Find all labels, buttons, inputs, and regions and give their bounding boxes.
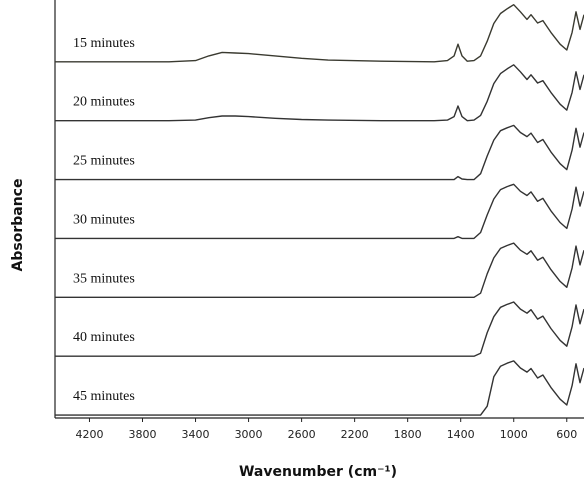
x-axis-title: Wavenumber (cm⁻¹) [239,464,397,480]
spectrum-line [55,183,584,240]
x-tick-label: 3800 [129,428,157,441]
series-label: 40 minutes [73,330,135,345]
series-label: 15 minutes [73,36,135,51]
spectrum-line [55,360,584,416]
series-label: 45 minutes [73,389,135,404]
series-label: 30 minutes [73,212,135,227]
y-axis-title: Absorbance [10,179,26,272]
x-tick-label: 3000 [235,428,263,441]
spectrum-line [55,64,584,122]
x-tick-label: 4200 [75,428,103,441]
spectrum-line [55,301,584,357]
series-label: 35 minutes [73,271,135,286]
series-label: 25 minutes [73,154,135,169]
x-tick-label: 600 [556,428,577,441]
x-tick-label: 1000 [500,428,528,441]
x-tick-label: 3400 [182,428,210,441]
spectrum-line [55,4,584,63]
spectrum-line [55,242,584,298]
x-tick-label: 1800 [394,428,422,441]
series-label: 20 minutes [73,95,135,110]
x-tick-label: 2600 [288,428,316,441]
x-tick-label: 1400 [447,428,475,441]
spectrum-line [55,124,584,181]
x-tick-label: 2200 [341,428,369,441]
